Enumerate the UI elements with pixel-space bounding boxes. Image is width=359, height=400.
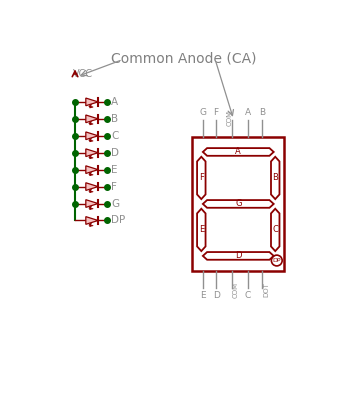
Text: DP: DP (272, 258, 281, 263)
Text: D: D (235, 252, 242, 260)
Bar (192, 136, 284, 271)
Text: G: G (200, 108, 207, 117)
Polygon shape (86, 149, 98, 156)
Text: F: F (111, 182, 117, 192)
Text: E: E (111, 165, 118, 175)
Text: C: C (244, 290, 251, 300)
Text: A: A (236, 148, 241, 156)
Text: B: B (272, 174, 278, 182)
Text: C: C (272, 226, 278, 234)
Text: DP: DP (111, 216, 126, 226)
Text: F: F (214, 108, 219, 117)
Text: A: A (111, 97, 118, 107)
Text: E: E (200, 290, 206, 300)
Polygon shape (86, 132, 98, 140)
Text: Common Anode (CA): Common Anode (CA) (111, 51, 256, 65)
Polygon shape (86, 217, 98, 224)
Text: COM: COM (227, 110, 233, 126)
Text: B: B (259, 108, 265, 117)
Text: DOT: DOT (263, 282, 269, 297)
Polygon shape (86, 98, 98, 106)
Text: COM: COM (233, 282, 239, 298)
Polygon shape (86, 183, 98, 190)
Text: B: B (111, 114, 118, 124)
Polygon shape (86, 166, 98, 174)
Text: D: D (213, 290, 220, 300)
Text: F: F (199, 174, 204, 182)
Polygon shape (86, 200, 98, 207)
Text: VCC: VCC (73, 69, 93, 79)
Text: C: C (111, 131, 118, 141)
Text: D: D (111, 148, 119, 158)
Text: A: A (244, 108, 251, 117)
Text: G: G (111, 198, 119, 208)
Text: G: G (235, 200, 242, 208)
Polygon shape (86, 115, 98, 123)
Text: E: E (199, 226, 204, 234)
